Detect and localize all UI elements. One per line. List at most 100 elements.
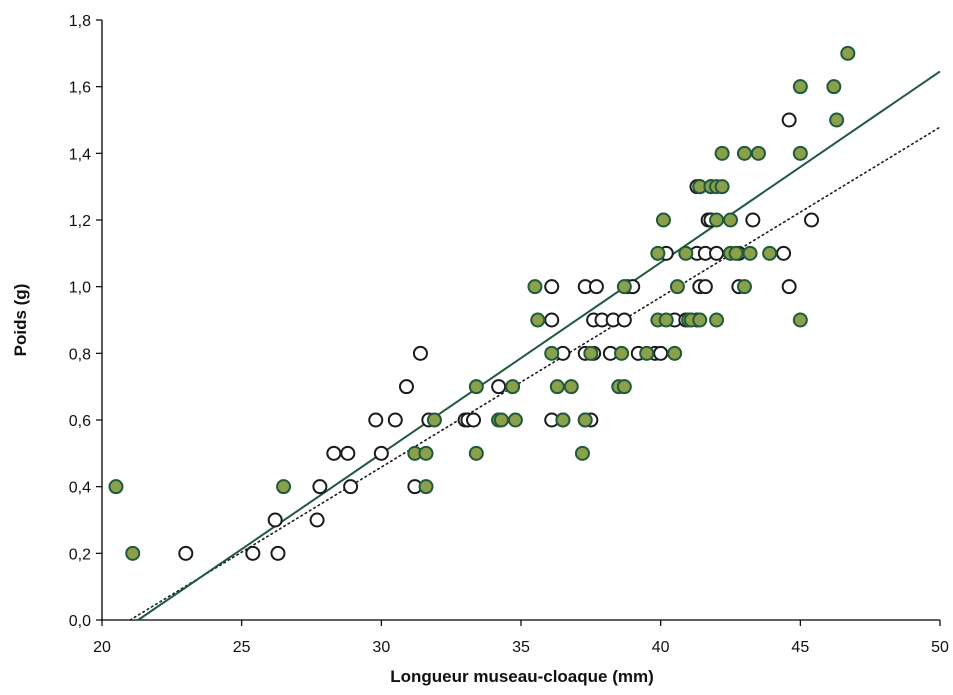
filled-data-point [723, 212, 738, 228]
open-data-point [368, 412, 384, 428]
filled-data-point [650, 245, 666, 261]
filled-data-point [530, 312, 546, 328]
filled-data-point [125, 545, 141, 561]
y-tick-label: 0,2 [69, 546, 91, 563]
filled-data-point [678, 245, 694, 261]
filled-data-point [742, 245, 758, 261]
open-data-point [340, 445, 356, 461]
open-data-point [312, 479, 328, 495]
filled-data-point [667, 345, 683, 361]
open-data-point [343, 479, 359, 495]
y-tick-label: 0,0 [69, 613, 91, 630]
filled-data-point [709, 312, 725, 328]
filled-data-point [108, 479, 124, 495]
open-data-point [491, 379, 507, 395]
open-data-point [544, 312, 560, 328]
filled-data-point [762, 245, 778, 261]
filled-data-point [418, 479, 434, 495]
filled-data-point [577, 412, 593, 428]
x-tick-label: 40 [652, 639, 670, 656]
y-tick-label: 1,6 [69, 80, 91, 97]
filled-data-point [714, 145, 730, 161]
open-data-point [588, 279, 604, 295]
open-data-point [270, 545, 286, 561]
open-data-point [745, 212, 761, 228]
open-data-point [412, 345, 428, 361]
trendlines [129, 70, 941, 621]
filled-data-point [750, 145, 766, 161]
filled-data-point [555, 412, 571, 428]
filled-data-point [792, 79, 808, 95]
filled-data-point [583, 345, 599, 361]
open-data-point [781, 112, 797, 128]
x-tick-label: 35 [512, 639, 530, 656]
filled-data-point [728, 245, 744, 261]
open-data-point [616, 312, 632, 328]
filled-data-point [468, 379, 484, 395]
y-tick-label: 0,4 [69, 480, 91, 497]
open-data-point [466, 412, 482, 428]
open-data-point [373, 445, 389, 461]
trendline-solid [137, 70, 941, 621]
filled-data-point [714, 179, 730, 195]
open-data-point [776, 245, 792, 261]
filled-data-point [505, 379, 521, 395]
y-tick-label: 1,2 [69, 213, 91, 230]
open-data-point [309, 512, 325, 528]
filled-data-point [527, 279, 543, 295]
filled-data-point [658, 312, 674, 328]
open-data-point [245, 545, 261, 561]
filled-data-point [669, 279, 685, 295]
y-tick-label: 1,8 [69, 13, 91, 30]
y-tick-label: 1,4 [69, 146, 91, 163]
x-tick-label: 30 [372, 639, 390, 656]
open-data-point [804, 212, 820, 228]
open-data-point [267, 512, 283, 528]
filled-data-point [493, 412, 509, 428]
filled-data-point [709, 212, 725, 228]
filled-data-point [426, 412, 442, 428]
filled-data-point [614, 345, 630, 361]
filled-data-point [418, 445, 434, 461]
x-tick-label: 25 [233, 639, 251, 656]
open-data-point [781, 279, 797, 295]
filled-data-point [544, 345, 560, 361]
open-data-point [387, 412, 403, 428]
x-axis-title: Longueur museau-cloaque (mm) [390, 667, 654, 686]
open-data-point [709, 245, 725, 261]
y-tick-label: 0,8 [69, 346, 91, 363]
filled-data-point [549, 379, 565, 395]
filled-data-point [692, 312, 708, 328]
filled-data-point [468, 445, 484, 461]
open-data-point [653, 345, 669, 361]
filled-data-point [574, 445, 590, 461]
filled-data-point [276, 479, 292, 495]
y-tick-label: 0,6 [69, 413, 91, 430]
filled-data-point [829, 112, 845, 128]
filled-data-point [507, 412, 523, 428]
open-data-point [697, 279, 713, 295]
open-data-point [326, 445, 342, 461]
filled-data-point [792, 312, 808, 328]
filled-data-point [563, 379, 579, 395]
filled-data-point [655, 212, 671, 228]
x-tick-label: 45 [791, 639, 809, 656]
trendline-dotted [129, 126, 941, 621]
open-data-point [178, 545, 194, 561]
filled-data-point [736, 145, 752, 161]
axes: 20 25 30 35 40 45 50 0,0 0,2 0,4 0,6 0,8 1,0 1,2 1,4 1,… [69, 13, 949, 656]
filled-data-point [736, 279, 752, 295]
filled-data-point [639, 345, 655, 361]
y-axis-title: Poids (g) [11, 284, 30, 357]
data-points [108, 45, 856, 561]
open-data-point [398, 379, 414, 395]
filled-data-point [792, 145, 808, 161]
filled-data-point [616, 279, 632, 295]
x-tick-label: 20 [93, 639, 111, 656]
filled-data-point [840, 45, 856, 61]
filled-data-point [616, 379, 632, 395]
x-tick-label: 50 [931, 639, 949, 656]
y-tick-label: 1,0 [69, 280, 91, 297]
